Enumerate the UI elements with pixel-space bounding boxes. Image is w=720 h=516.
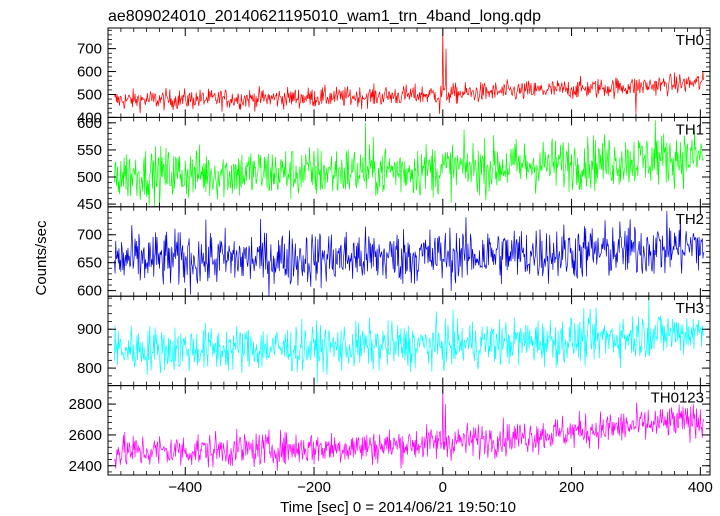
x-axis-label: Time [sec] 0 = 2014/06/21 19:50:10 [280, 499, 516, 516]
panel-th1: 450 500 550 600 TH1 [77, 115, 711, 213]
panel-label: TH2 [676, 211, 704, 228]
panel-label: TH1 [676, 121, 704, 138]
panel-label: TH3 [676, 300, 704, 317]
x-tick-label: 0 [439, 479, 447, 496]
chart-title: ae809024010_20140621195010_wam1_trn_4ban… [108, 8, 541, 25]
x-tick-label: 200 [559, 479, 584, 496]
y-tick-label: 450 [77, 196, 102, 213]
y-tick-label: 600 [77, 115, 102, 132]
panel-label: TH0123 [651, 390, 704, 407]
y-tick-label: 700 [77, 227, 102, 244]
y-tick-label: 500 [77, 169, 102, 186]
y-tick-label: 2400 [69, 458, 102, 475]
y-tick-label: 2600 [69, 427, 102, 444]
x-tick-label: −400 [168, 479, 202, 496]
panels-group: 400 500 600 700 TH0 450 500 550 600 TH1 600 650 700 T… [69, 27, 713, 496]
panel-th2: 600 650 700 TH2 [77, 206, 711, 300]
y-tick-label: 400 [77, 109, 102, 126]
x-tick-label: 400 [688, 479, 713, 496]
series-th0 [114, 28, 704, 114]
y-tick-label: 600 [77, 283, 102, 300]
y-tick-label: 600 [77, 64, 102, 81]
y-tick-label: 500 [77, 86, 102, 103]
series-th1 [114, 120, 704, 207]
y-tick-label: 800 [77, 360, 102, 377]
series-th3 [114, 296, 704, 384]
y-tick-label: 900 [77, 321, 102, 338]
y-tick-label: 550 [77, 142, 102, 159]
panel-frame [107, 385, 711, 476]
panel-label: TH0 [676, 32, 704, 49]
panel-th0: 400 500 600 700 TH0 [77, 27, 711, 126]
series-th2 [114, 210, 704, 297]
panel-th0123: 2400 2600 2800 TH0123 [69, 385, 711, 476]
y-tick-label: 2800 [69, 396, 102, 413]
series-th0123 [114, 385, 704, 471]
y-tick-label: 650 [77, 255, 102, 272]
x-tick-label: −200 [297, 479, 331, 496]
panel-th3: 800 900 TH3 [77, 295, 711, 387]
y-axis-label: Counts/sec [33, 220, 50, 296]
y-tick-label: 700 [77, 41, 102, 58]
